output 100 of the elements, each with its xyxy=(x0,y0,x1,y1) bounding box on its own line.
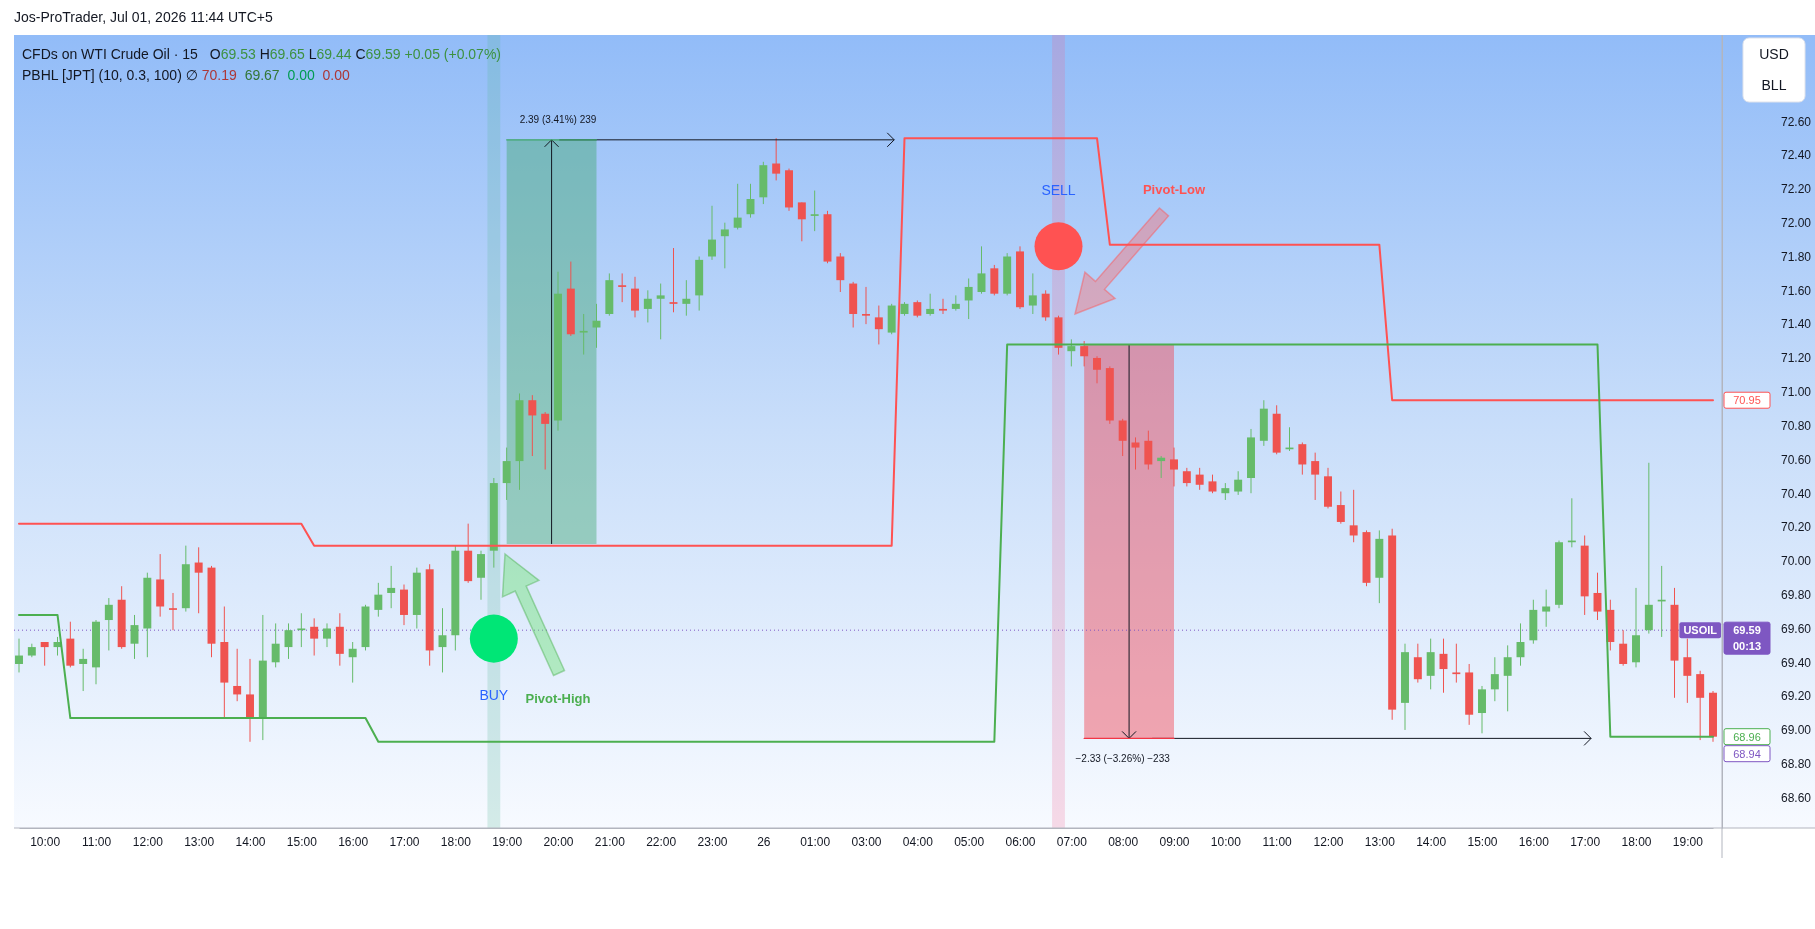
x-tick-label: 15:00 xyxy=(286,834,318,849)
candlestick xyxy=(323,622,331,648)
y-tick-label: 71.80 xyxy=(1780,249,1812,264)
candlestick xyxy=(1028,272,1037,315)
x-tick-label: 13:00 xyxy=(1364,834,1396,849)
candlestick xyxy=(926,293,935,317)
x-tick-label: 17:00 xyxy=(1570,834,1601,849)
candlestick xyxy=(708,205,716,261)
y-tick-label: 69.00 xyxy=(1780,723,1812,738)
candlestick xyxy=(1619,629,1628,667)
candlestick xyxy=(631,276,639,318)
x-tick-label: 12:00 xyxy=(132,834,164,849)
candlestick xyxy=(169,592,177,631)
x-tick-label: 03:00 xyxy=(851,834,882,849)
y-tick-label: 68.60 xyxy=(1780,790,1812,805)
candlestick xyxy=(1593,572,1602,621)
x-tick-label: 14:00 xyxy=(235,834,266,849)
x-tick-label: 14:00 xyxy=(1416,834,1447,849)
y-tick-label: 71.60 xyxy=(1780,283,1812,298)
candlestick xyxy=(1118,418,1127,457)
x-tick-label: 20:00 xyxy=(543,834,574,849)
ref-line-label: 69.59 xyxy=(1733,624,1761,637)
candlestick xyxy=(1093,355,1101,384)
text: Jos-ProTrader, Jul 01, 2026 11:44 UTC+5 xyxy=(14,9,273,25)
y-tick-label: 71.00 xyxy=(1780,385,1812,400)
candlestick xyxy=(772,137,781,181)
x-tick-label: 01:00 xyxy=(800,834,831,849)
y-tick-label: 69.40 xyxy=(1780,655,1812,670)
y-tick-label: 72.20 xyxy=(1780,182,1812,197)
x-tick-label: 12:00 xyxy=(1313,834,1344,849)
candlestick xyxy=(502,447,511,501)
annotation: Pivot-Low xyxy=(1142,181,1206,197)
x-tick-label: 17:00 xyxy=(389,834,420,849)
x-tick-label: 05:00 xyxy=(954,834,985,849)
candlestick xyxy=(194,546,203,614)
candlestick xyxy=(1041,289,1050,322)
candlestick xyxy=(618,272,627,303)
candlestick xyxy=(348,641,357,684)
candlestick xyxy=(874,305,883,345)
candlestick xyxy=(1208,474,1217,494)
candlestick xyxy=(1298,441,1307,476)
candlestick xyxy=(1503,644,1512,712)
candlestick xyxy=(1349,489,1358,543)
candlestick xyxy=(682,279,691,317)
candlestick xyxy=(310,617,319,657)
candlestick xyxy=(1311,452,1320,501)
annotation: Pivot-High xyxy=(525,690,591,706)
text: CFDs on WTI Crude Oil · 15 xyxy=(22,46,199,62)
x-tick-label: 07:00 xyxy=(1056,834,1088,849)
y-tick-label: 71.20 xyxy=(1780,351,1812,366)
candlestick xyxy=(1490,656,1499,702)
candlestick xyxy=(669,247,678,313)
text: BLL xyxy=(1761,77,1787,93)
candlestick xyxy=(720,222,729,269)
x-tick-label: 26 xyxy=(757,834,771,849)
x-tick-label: 16:00 xyxy=(1518,834,1550,849)
y-tick-label: 70.80 xyxy=(1780,418,1812,433)
candlestick xyxy=(862,286,870,325)
text: USD xyxy=(1759,46,1789,62)
annotation: O69.53 H69.65 L69.44 C69.59 +0.05 (+0.07%) xyxy=(209,46,502,62)
x-tick-label: 21:00 xyxy=(594,834,626,849)
y-tick-label: 72.60 xyxy=(1780,114,1812,129)
candlestick xyxy=(1413,643,1422,684)
y-tick-label: 70.20 xyxy=(1780,520,1812,535)
candlestick xyxy=(643,289,652,323)
candlestick xyxy=(733,183,742,230)
candlestick xyxy=(797,201,806,242)
x-tick-label: 19:00 xyxy=(1672,834,1704,849)
y-tick-label: 71.40 xyxy=(1780,317,1812,332)
y-tick-label: 69.60 xyxy=(1780,621,1812,636)
y-tick-label: 70.00 xyxy=(1780,554,1812,569)
candlestick xyxy=(387,565,396,609)
candlestick xyxy=(1542,589,1551,628)
candlestick xyxy=(1426,638,1435,690)
candlestick xyxy=(297,612,306,648)
candlestick xyxy=(1131,436,1140,471)
candlestick xyxy=(810,190,819,232)
x-tick-label: 08:00 xyxy=(1108,834,1139,849)
y-tick-label: 70.60 xyxy=(1780,452,1812,467)
y-tick-label: 72.00 xyxy=(1780,216,1812,231)
annotation: −2.33 (−3.26%) −233 xyxy=(1075,752,1171,764)
candlestick xyxy=(233,648,242,702)
candlestick xyxy=(1478,685,1486,734)
candlestick xyxy=(477,550,485,601)
candlestick xyxy=(374,582,383,618)
line-series xyxy=(18,137,1714,547)
y-tick-label: 68.80 xyxy=(1780,757,1812,772)
candlestick xyxy=(130,614,139,660)
x-tick-label: 18:00 xyxy=(1621,834,1652,849)
candlestick xyxy=(541,411,550,471)
candlestick xyxy=(1683,638,1692,704)
x-tick-label: 16:00 xyxy=(338,834,369,849)
candlestick xyxy=(104,597,113,651)
y-tick-label: 72.40 xyxy=(1780,148,1812,163)
candlestick xyxy=(592,303,601,349)
annotation: 2.39 (3.41%) 239 xyxy=(519,114,597,126)
text: 00:13 xyxy=(1732,640,1762,653)
x-tick-label: 04:00 xyxy=(902,834,934,849)
candlestick xyxy=(1452,643,1461,684)
candlestick xyxy=(656,283,665,340)
